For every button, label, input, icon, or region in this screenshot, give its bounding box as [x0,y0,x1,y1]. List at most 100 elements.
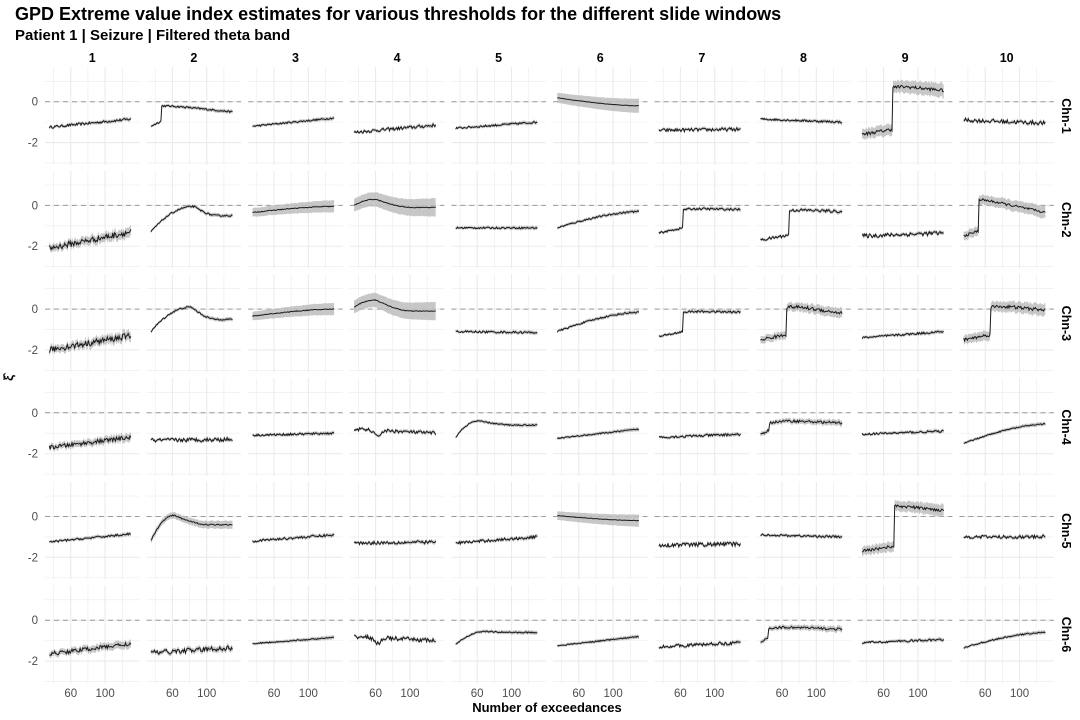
panel-chn-3-7 [654,274,750,373]
series-line [252,636,335,645]
series-line [353,426,437,437]
confidence-band [455,419,538,439]
series-line [557,635,639,647]
panel-grid: 1 2 3 4 5 6 7 8 9 10 Chn-1 Chn-2 Chn-3 Chn-4 Chn-5 Chn-… [28,51,1073,700]
series-line [48,229,132,252]
y-tick-label: -2 [28,345,38,357]
series-line [556,311,640,333]
series-line [252,431,335,437]
series-line [252,205,335,213]
panel-chn-4-2 [146,378,242,477]
series-line [861,84,944,137]
panel-chn-1-3 [248,67,343,165]
strip-label-col-3: 3 [292,51,299,65]
confidence-band [252,430,335,438]
y-tick-label: -2 [28,241,38,253]
panel-chn-4-3 [248,378,343,477]
confidence-band [658,308,741,339]
series-line [658,540,741,549]
panel-chn-1-9 [857,67,953,165]
confidence-band [760,417,843,437]
x-tick-label: 100 [400,688,419,700]
series-line [760,117,843,124]
strip-label-col-5: 5 [495,51,502,65]
x-tick-label: 60 [572,688,585,700]
series-line [48,434,132,450]
series-line [455,420,538,438]
strip-label-col-4: 4 [394,51,401,65]
series-line [557,210,640,229]
series-line [861,638,945,644]
confidence-band [150,304,233,334]
strip-label-row-chn-5: Chn-5 [1059,513,1073,548]
series-line [455,120,538,130]
series-line [963,197,1046,238]
confidence-band [760,301,843,344]
panel-chn-1-7 [654,67,750,165]
panel-chn-4-7 [654,378,750,477]
series-line [963,116,1046,126]
panel-chn-6-7 [654,585,750,684]
series-line [455,534,538,546]
series-line [150,305,233,333]
x-tick-label: 100 [502,688,521,700]
strip-label-col-2: 2 [190,51,197,65]
panel-chn-4-5 [451,378,546,477]
y-tick-label: -2 [28,449,38,461]
series-line [658,432,741,439]
series-line [760,625,843,643]
confidence-band [455,119,538,131]
panel-chn-6-5 [451,585,546,684]
x-tick-label: 100 [96,688,115,700]
x-tick-label: 60 [979,688,992,700]
x-tick-label: 60 [674,688,687,700]
confidence-band [862,79,944,140]
strip-label-row-chn-3: Chn-3 [1059,306,1073,341]
panel-chn-6-2 [146,585,242,684]
x-tick-label: 60 [268,688,281,700]
series-line [150,645,233,656]
panel-chn-1-1 [45,67,140,165]
series-line [48,332,132,353]
panel-chn-3-4 [349,274,445,373]
confidence-band [49,638,131,659]
strip-label-row-chn-4: Chn-4 [1059,409,1073,444]
series-line [455,329,538,335]
confidence-band [963,194,1046,241]
x-tick-label: 100 [197,688,216,700]
strip-label-col-1: 1 [89,51,96,65]
series-line [354,298,436,313]
panel-chn-2-2 [146,170,242,269]
panel-chn-2-5 [451,170,546,269]
panel-chn-6-1 [45,585,140,684]
series-line [557,97,639,107]
panel-chn-2-7 [654,170,750,269]
series-line [150,514,233,541]
series-line [353,539,437,546]
series-line [455,630,538,645]
y-tick-label: -2 [28,656,38,668]
panel-chn-5-7 [654,481,750,580]
panel-chn-2-3 [248,170,343,269]
confidence-band [354,121,436,135]
confidence-band [557,309,639,334]
series-line [658,207,741,235]
series-line [354,633,436,646]
panel-chn-6-9 [857,585,953,684]
x-tick-label: 60 [64,688,77,700]
series-line [49,532,131,543]
series-line [861,429,944,436]
chart-subtitle: Patient 1 | Seizure | Filtered theta ban… [15,27,290,44]
series-line [760,304,843,341]
y-axis-title: ξ̂ [1,372,16,381]
strip-label-row-chn-2: Chn-2 [1059,202,1073,237]
series-line [150,204,233,233]
panel-chn-3-8 [756,274,851,373]
panel-chn-6-4 [349,585,445,684]
series-line [861,330,944,339]
panel-chn-3-6 [553,274,648,373]
panel-chn-2-9 [857,170,953,269]
panel-chn-2-8 [756,170,851,269]
strip-label-row-chn-6: Chn-6 [1059,617,1073,652]
